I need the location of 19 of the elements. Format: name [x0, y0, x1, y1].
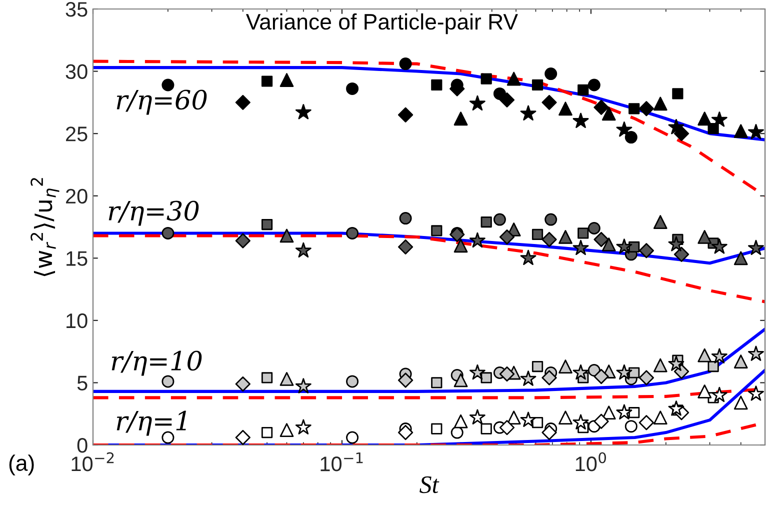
y-axis-title: ⟨w$_{r}$$^{2}$⟩/u$_{η}$$^{2}$ — [30, 178, 60, 276]
annotation: r/η=10 — [112, 350, 202, 376]
annotation: r/η=1 — [116, 410, 186, 436]
y-tick-label: 30 — [66, 64, 88, 80]
annotation: r/η=60 — [116, 90, 207, 115]
y-tick-label: 5 — [77, 376, 88, 390]
y-tick-label: 10 — [66, 313, 88, 328]
annotation: r/η=30 — [108, 200, 199, 226]
x-tick-label: 10$^{0}$ — [576, 452, 606, 472]
x-tick-label: 10$^{−2}$ — [72, 452, 114, 472]
y-tick-label: 15 — [66, 251, 88, 266]
y-tick-label: 25 — [66, 126, 88, 142]
y-tick-label: 35 — [66, 2, 88, 17]
x-axis-title: St — [420, 476, 440, 494]
y-tick-label: 20 — [66, 188, 88, 204]
chart-title: Variance of Particle-pair RV — [246, 13, 518, 34]
x-tick-label: 10$^{−1}$ — [320, 452, 363, 472]
y-tick-label: 0 — [77, 438, 88, 453]
text: (a) — [9, 454, 34, 476]
